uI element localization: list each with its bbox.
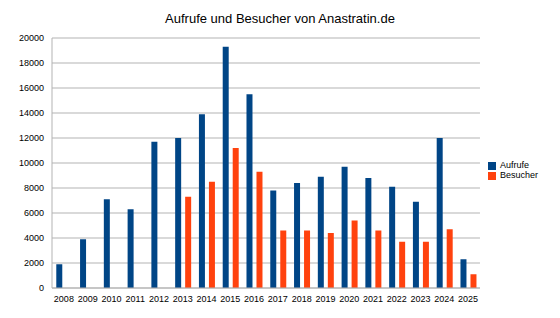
svg-text:2000: 2000 (24, 258, 44, 268)
svg-text:2017: 2017 (268, 294, 288, 304)
svg-text:18000: 18000 (19, 58, 44, 68)
svg-text:2013: 2013 (173, 294, 193, 304)
svg-text:2018: 2018 (292, 294, 312, 304)
svg-text:2009: 2009 (78, 294, 98, 304)
svg-text:16000: 16000 (19, 83, 44, 93)
svg-text:12000: 12000 (19, 133, 44, 143)
html-text:Besucher: Besucher (500, 170, 538, 180)
svg-text:20000: 20000 (19, 33, 44, 43)
svg-text:2022: 2022 (387, 294, 407, 304)
html-text:Aufrufe und Besucher von Anast: Aufrufe und Besucher von Anastratin.de (165, 11, 395, 26)
svg-text:2011: 2011 (126, 294, 145, 304)
svg-text:8000: 8000 (24, 183, 44, 193)
svg-text:2012: 2012 (149, 294, 169, 304)
svg-text:2008: 2008 (54, 294, 74, 304)
svg-text:2024: 2024 (434, 294, 454, 304)
svg-text:10000: 10000 (19, 158, 44, 168)
svg-text:6000: 6000 (24, 208, 44, 218)
svg-text:4000: 4000 (24, 233, 44, 243)
svg-text:2019: 2019 (315, 294, 335, 304)
html-text:Aufrufe: Aufrufe (500, 160, 529, 170)
svg-text:2025: 2025 (458, 294, 478, 304)
svg-text:2016: 2016 (244, 294, 264, 304)
svg-text:14000: 14000 (19, 108, 44, 118)
svg-text:2023: 2023 (411, 294, 431, 304)
svg-text:2020: 2020 (339, 294, 359, 304)
svg-text:2015: 2015 (220, 294, 240, 304)
svg-text:2010: 2010 (101, 294, 121, 304)
svg-text:2014: 2014 (197, 294, 217, 304)
svg-text:2021: 2021 (363, 294, 383, 304)
svg-text:0: 0 (39, 283, 44, 293)
